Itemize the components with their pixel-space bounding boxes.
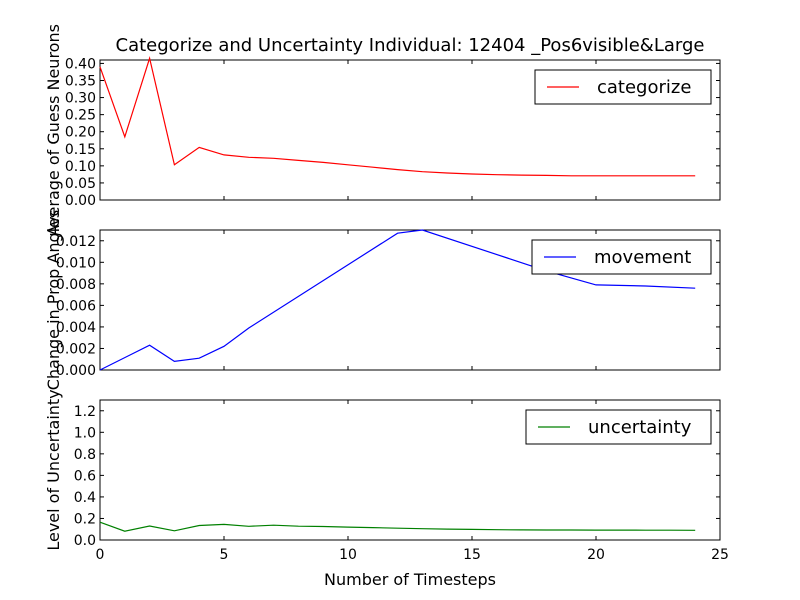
y-tick-label: 0.6	[74, 468, 96, 484]
legend-label: movement	[594, 247, 691, 268]
y-axis-label: Change in Prop Angles	[44, 210, 63, 391]
y-tick-label: 0.10	[65, 159, 96, 175]
x-axis-label: Number of Timesteps	[324, 570, 496, 589]
y-tick-label: 0.00	[65, 193, 96, 209]
y-tick-label: 0.004	[56, 320, 96, 336]
axes-frame-3	[99, 399, 721, 541]
x-tick-label: 5	[220, 547, 229, 563]
x-tick-label: 25	[711, 547, 729, 563]
axes-frame-1	[99, 59, 721, 201]
y-tick-label: 0.8	[74, 447, 96, 463]
y-tick-label: 0.30	[65, 91, 96, 107]
x-tick-label: 15	[463, 547, 481, 563]
y-tick-label: 0.40	[65, 56, 96, 72]
y-tick-label: 1.0	[74, 425, 96, 441]
legend-label: uncertainty	[588, 417, 692, 438]
y-tick-label: 0.4	[74, 490, 96, 506]
axes-frame-2	[99, 229, 721, 371]
y-axis-label: Level of Uncertainty	[44, 389, 63, 550]
x-tick-label: 0	[96, 547, 105, 563]
series-line-movement	[99, 229, 696, 371]
x-tick-label: 10	[339, 547, 357, 563]
y-tick-label: 0.15	[65, 142, 96, 158]
chart-title: Categorize and Uncertainty Individual: 1…	[115, 35, 705, 56]
y-tick-label: 0.008	[56, 277, 96, 293]
y-tick-label: 1.2	[74, 404, 96, 420]
y-tick-label: 0.010	[56, 255, 96, 271]
y-tick-label: 0.0	[74, 533, 96, 549]
legend-label: categorize	[597, 77, 691, 98]
y-axis-label: Average of Guess Neurons	[44, 24, 63, 236]
y-tick-label: 0.002	[56, 341, 96, 357]
y-tick-label: 0.000	[56, 363, 96, 379]
y-tick-label: 0.20	[65, 125, 96, 141]
y-tick-label: 0.2	[74, 511, 96, 527]
series-line-categorize	[99, 56, 696, 177]
y-tick-label: 0.006	[56, 298, 96, 314]
y-tick-label: 0.012	[56, 234, 96, 250]
y-tick-label: 0.35	[65, 73, 96, 89]
y-tick-label: 0.05	[65, 176, 96, 192]
x-tick-label: 20	[587, 547, 605, 563]
series-line-uncertainty	[99, 521, 696, 532]
y-tick-label: 0.25	[65, 108, 96, 124]
